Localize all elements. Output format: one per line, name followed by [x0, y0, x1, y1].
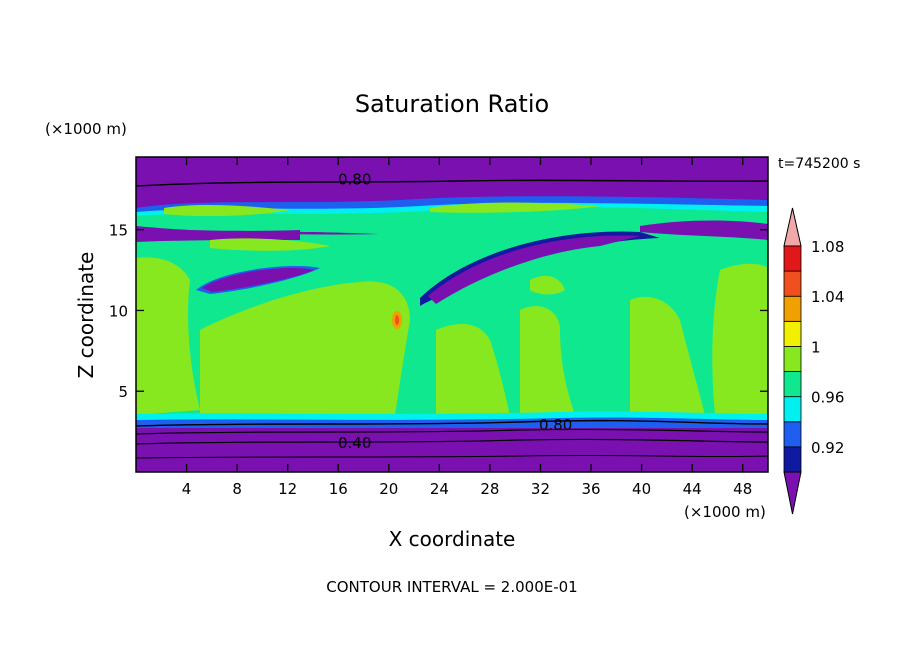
x-tick-label: 12 — [278, 480, 297, 498]
x-tick-label: 32 — [531, 480, 550, 498]
x-axis: 4 8 12 16 20 24 28 32 36 40 44 48 — [182, 157, 752, 498]
contour-label: 0.40 — [338, 434, 371, 452]
chart-title: Saturation Ratio — [355, 90, 549, 118]
colorbar-box — [783, 346, 802, 372]
z-unit-label: (×1000 m) — [45, 120, 127, 138]
y-tick-label: 10 — [109, 302, 128, 320]
x-tick-label: 40 — [632, 480, 651, 498]
x-axis-title: X coordinate — [389, 527, 516, 551]
x-tick-label: 4 — [182, 480, 192, 498]
colorbar-tick-label: 1.08 — [811, 238, 844, 256]
y-axis: 5 10 15 — [109, 222, 768, 401]
colorbar-box — [783, 371, 802, 398]
colorbar-extend-max — [783, 207, 802, 247]
contour-labels: 0.80 0.80 0.40 — [338, 171, 572, 452]
y-tick-label: 5 — [118, 383, 128, 401]
x-tick-label: 16 — [329, 480, 348, 498]
x-tick-label: 8 — [232, 480, 242, 498]
y-axis-title: Z coordinate — [74, 252, 98, 379]
time-label: t=745200 s — [778, 156, 860, 172]
contour-label: 0.80 — [338, 171, 371, 189]
x-tick-label: 28 — [480, 480, 499, 498]
colorbar-box — [783, 396, 802, 423]
x-tick-label: 36 — [581, 480, 600, 498]
colorbar-box — [783, 446, 802, 473]
x-tick-label: 48 — [733, 480, 752, 498]
x-unit-label: (×1000 m) — [684, 503, 766, 521]
colorbar-box — [783, 295, 802, 322]
contour-label: 0.80 — [539, 416, 572, 434]
colorbar-tick-label: 0.96 — [811, 389, 844, 407]
y-tick-label: 15 — [109, 222, 128, 240]
x-tick-label: 20 — [379, 480, 398, 498]
colorbar-tick-label: 1 — [811, 338, 821, 356]
colorbar: 0.92 0.96 1 1.04 1.08 — [783, 207, 844, 515]
colorbar-tick-label: 1.04 — [811, 288, 844, 306]
colorbar-box — [783, 320, 802, 347]
x-tick-label: 44 — [683, 480, 702, 498]
colorbar-box — [783, 270, 802, 297]
plot-frame — [135, 156, 769, 473]
contour-field — [136, 157, 768, 472]
colorbar-tick-label: 0.92 — [811, 439, 844, 457]
colorbar-box — [783, 245, 802, 272]
colorbar-box — [783, 421, 802, 448]
contour-interval-footer: CONTOUR INTERVAL = 2.000E-01 — [326, 578, 577, 596]
x-tick-label: 24 — [430, 480, 449, 498]
colorbar-extend-min — [783, 471, 802, 515]
